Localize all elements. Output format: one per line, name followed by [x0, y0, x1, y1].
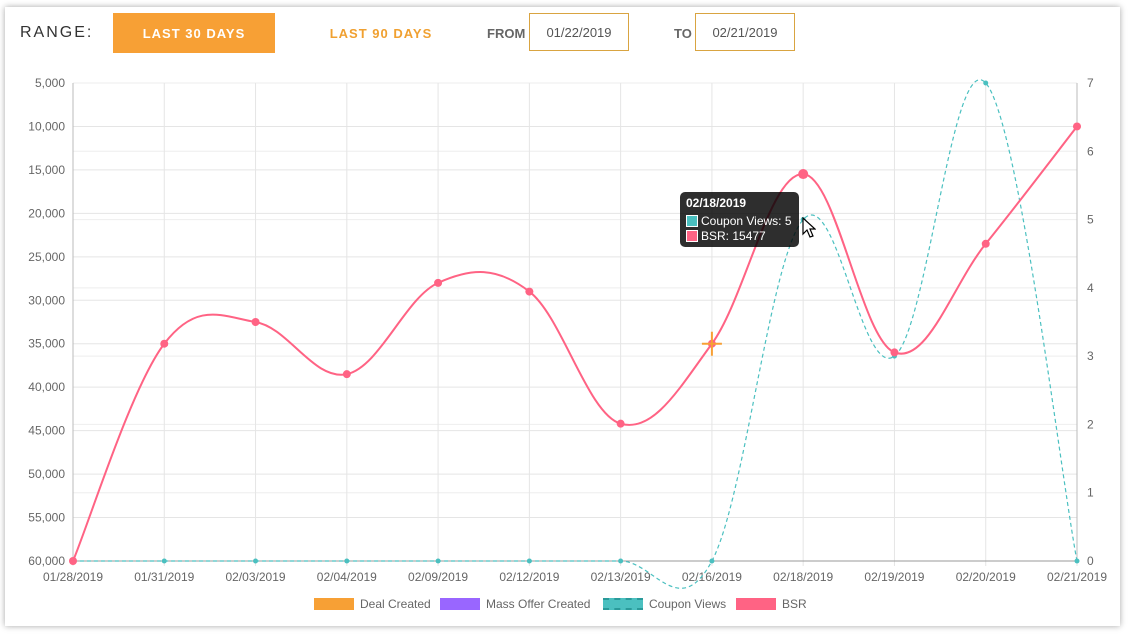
point-bsr [342, 370, 351, 379]
series-line-bsr [72, 125, 1078, 562]
x-tick-label: 02/13/2019 [591, 570, 651, 584]
mouse-pointer-icon [802, 217, 816, 238]
point-coupon-views [1074, 558, 1080, 564]
legend-deal-label: Deal Created [360, 597, 431, 611]
y-left-tick-label: 50,000 [28, 467, 65, 481]
x-tick-label: 02/18/2019 [773, 570, 833, 584]
point-bsr [525, 287, 534, 296]
y-right-tick-label: 5 [1087, 213, 1094, 227]
legend-deal-swatch [314, 598, 354, 610]
y-left-tick-label: 45,000 [28, 424, 65, 438]
y-left-tick-label: 25,000 [28, 250, 65, 264]
series-line-coupon-views [73, 79, 1078, 589]
legend-bsr[interactable]: BSR [736, 597, 807, 611]
point-coupon-views [435, 558, 441, 564]
point-bsr [1073, 122, 1081, 131]
y-right-tick-label: 3 [1087, 349, 1094, 363]
point-bsr [798, 169, 809, 180]
range-label: RANGE: [20, 24, 94, 41]
x-tick-label: 02/20/2019 [956, 570, 1016, 584]
to-date-input[interactable] [695, 13, 795, 51]
point-bsr [616, 419, 625, 428]
chart-tooltip: 02/18/2019 Coupon Views: 5 BSR: 15477 [680, 192, 799, 247]
x-tick-label: 01/28/2019 [43, 570, 103, 584]
point-bsr [434, 278, 443, 287]
legend-bsr-swatch [736, 598, 776, 610]
x-tick-label: 02/21/2019 [1047, 570, 1107, 584]
tooltip-coupon-swatch [686, 214, 698, 227]
point-bsr [69, 557, 77, 565]
x-tick-label: 01/31/2019 [134, 570, 194, 584]
point-coupon-views [161, 558, 167, 564]
point-coupon-views [709, 558, 715, 564]
tooltip-bsr-row: BSR: 15477 [686, 228, 793, 243]
point-coupon-views [983, 80, 989, 86]
legend-deal-created[interactable]: Deal Created [314, 597, 431, 611]
x-tick-label: 02/12/2019 [499, 570, 559, 584]
y-left-tick-label: 30,000 [28, 293, 65, 307]
y-left-tick-label: 35,000 [28, 337, 65, 351]
to-label: TO [674, 26, 692, 41]
point-coupon-views [618, 558, 624, 564]
point-bsr [981, 239, 990, 248]
legend-mass-offer-created[interactable]: Mass Offer Created [440, 597, 590, 611]
legend-mass-offer-swatch [440, 598, 480, 610]
point-bsr [251, 318, 260, 326]
x-tick-label: 02/03/2019 [226, 570, 286, 584]
y-left-tick-label: 40,000 [28, 380, 65, 394]
y-left-tick-label: 20,000 [28, 206, 65, 220]
legend-coupon-views[interactable]: Coupon Views [603, 597, 726, 611]
last-90-days-button[interactable]: LAST 90 DAYS [312, 13, 450, 53]
legend-coupon-label: Coupon Views [649, 597, 727, 611]
tooltip-title: 02/18/2019 [686, 196, 747, 210]
y-right-tick-label: 6 [1087, 144, 1094, 158]
legend-mass-offer-label: Mass Offer Created [486, 597, 591, 611]
y-right-tick-label: 0 [1087, 554, 1094, 568]
y-right-tick-label: 1 [1087, 486, 1094, 500]
chart-card [5, 7, 1120, 626]
x-tick-label: 02/04/2019 [317, 570, 377, 584]
tooltip-bsr-text: BSR: 15477 [701, 228, 766, 243]
point-coupon-views [253, 558, 259, 564]
point-bsr [890, 348, 899, 357]
point-bsr [160, 339, 169, 348]
point-coupon-views [344, 558, 350, 564]
y-right-tick-label: 4 [1087, 281, 1094, 295]
tooltip-coupon-row: Coupon Views: 5 [686, 213, 793, 228]
tooltip-bsr-swatch [686, 229, 698, 242]
x-tick-label: 02/09/2019 [408, 570, 468, 584]
y-left-tick-label: 55,000 [28, 511, 65, 525]
from-label: FROM [487, 26, 526, 41]
legend-bsr-label: BSR [782, 597, 807, 611]
x-tick-label: 02/16/2019 [682, 570, 742, 584]
point-coupon-views [526, 558, 532, 564]
y-right-tick-label: 7 [1087, 76, 1094, 90]
y-left-tick-label: 10,000 [28, 119, 65, 133]
y-right-tick-label: 2 [1087, 417, 1094, 431]
last-30-days-button[interactable]: LAST 30 DAYS [113, 13, 275, 53]
y-left-tick-label: 15,000 [28, 163, 65, 177]
y-left-tick-label: 5,000 [35, 76, 65, 90]
y-left-tick-label: 60,000 [28, 554, 65, 568]
legend-coupon-swatch [603, 598, 643, 610]
x-tick-label: 02/19/2019 [864, 570, 924, 584]
tooltip-coupon-text: Coupon Views: 5 [701, 213, 792, 228]
from-date-input[interactable] [529, 13, 629, 51]
